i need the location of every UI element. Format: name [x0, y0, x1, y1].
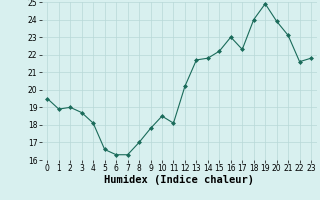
- X-axis label: Humidex (Indice chaleur): Humidex (Indice chaleur): [104, 175, 254, 185]
